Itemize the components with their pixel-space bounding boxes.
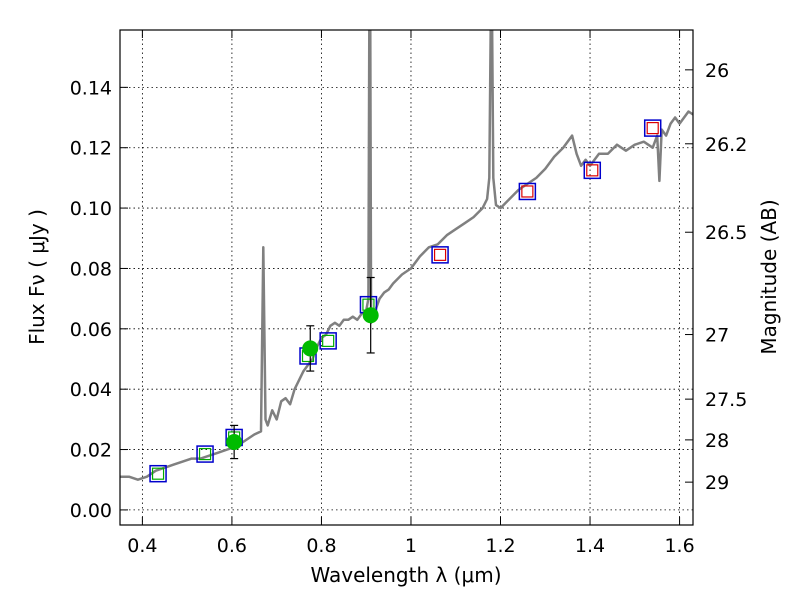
inner-square [198, 447, 212, 461]
y-tick-label: 0.00 [70, 500, 112, 522]
y2-axis-ticks: 26 26.2 26.5 27 27.5 28 29 [685, 60, 747, 494]
x-axis-ticks: 0.4 0.6 0.8 1 1.2 1.4 1.6 [127, 30, 695, 557]
model-square [518, 182, 537, 201]
spectrum-line [120, 30, 693, 481]
model-square [431, 246, 449, 264]
y2-tick-label: 29 [705, 472, 729, 494]
x-tick-label: 1 [405, 535, 417, 557]
y2-tick-label: 28 [705, 430, 729, 452]
model-square [643, 119, 662, 137]
y2-tick-label: 27 [705, 325, 729, 347]
x-tick-label: 1.4 [575, 535, 605, 557]
x-tick-label: 0.6 [217, 535, 247, 557]
inner-square [586, 164, 599, 177]
y-tick-label: 0.14 [70, 77, 112, 99]
inner-square [322, 334, 335, 347]
model-square [319, 332, 337, 350]
photometry-point [226, 433, 243, 450]
model-square [583, 161, 602, 180]
y2-tick-label: 27.5 [705, 389, 747, 411]
plot-frame [119, 29, 694, 526]
y2-tick-label: 26 [705, 60, 729, 82]
y2-axis-title: Magnitude (AB) [757, 199, 781, 354]
y-tick-label: 0.10 [70, 198, 112, 220]
y-tick-label: 0.08 [70, 258, 112, 280]
model-square [196, 445, 214, 463]
plot-area [120, 30, 693, 483]
y-axis-title: Flux Fν ( μJy ) [25, 209, 49, 345]
inner-square [521, 185, 534, 198]
photometry-point [362, 307, 379, 324]
x-tick-label: 1.6 [664, 535, 694, 557]
y-axis-ticks: 0.00 0.02 0.04 0.06 0.08 0.10 0.12 0.14 [70, 77, 128, 522]
y-tick-label: 0.12 [70, 138, 112, 160]
model-square [149, 464, 167, 483]
y-tick-label: 0.06 [70, 319, 112, 341]
y-tick-label: 0.02 [70, 440, 112, 462]
x-tick-label: 1.2 [485, 535, 515, 557]
y2-tick-label: 26.2 [705, 134, 747, 156]
inner-square [433, 248, 447, 261]
y-tick-label: 0.04 [70, 379, 112, 401]
inner-square [151, 467, 165, 480]
x-tick-label: 0.4 [127, 535, 157, 557]
x-tick-label: 0.8 [306, 535, 336, 557]
x-axis-title: Wavelength λ (μm) [310, 563, 501, 587]
y2-tick-label: 26.5 [705, 222, 747, 244]
grid-lines [120, 30, 693, 525]
inner-square [646, 121, 659, 135]
photometry-point [302, 340, 319, 357]
